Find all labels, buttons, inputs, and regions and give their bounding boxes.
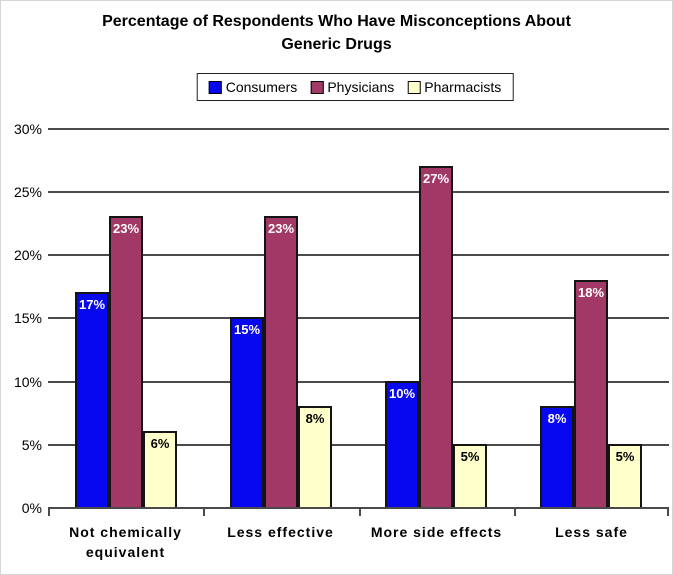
legend-label: Pharmacists (424, 79, 502, 95)
legend-item-pharmacists: Pharmacists (407, 79, 501, 95)
y-tick-label-25pct: 25% (13, 184, 42, 200)
bar-value-label: 17% (78, 297, 106, 312)
bar-value-label: 8% (547, 411, 567, 426)
y-tick-label-30pct: 30% (13, 121, 42, 137)
x-axis-tick (514, 509, 516, 516)
x-axis-tick (359, 509, 361, 516)
gridline-25 (48, 191, 669, 193)
bar-consumers-3 (385, 381, 419, 507)
x-axis-tick (203, 509, 205, 516)
bar-value-label: 5% (615, 449, 635, 464)
bar-value-label: 6% (150, 436, 170, 451)
bar-physicians-4 (574, 280, 608, 507)
bar-value-label: 5% (460, 449, 480, 464)
gridline-20 (48, 254, 669, 256)
gridline-15 (48, 317, 669, 319)
bar-pharmacists-4 (608, 444, 642, 507)
legend-label: Consumers (225, 79, 298, 95)
legend-swatch-icon (310, 80, 324, 94)
category-label-4: Less safe (555, 524, 628, 540)
bar-value-label: 18% (577, 285, 605, 300)
y-tick-label-0pct: 0% (21, 500, 42, 516)
bar-consumers-2 (230, 317, 264, 507)
legend: Consumers Physicians Pharmacists (196, 73, 514, 101)
bar-value-label: 23% (267, 221, 295, 236)
bar-value-label: 10% (388, 386, 416, 401)
bar-pharmacists-2 (298, 406, 332, 507)
category-label-1: Not chemically equivalent (69, 524, 182, 560)
category-label-3: More side effects (370, 524, 503, 540)
bar-value-label: 27% (422, 171, 450, 186)
legend-item-physicians: Physicians (310, 79, 394, 95)
x-axis-tick (48, 509, 50, 516)
bar-physicians-3 (419, 166, 453, 507)
y-tick-label-10pct: 10% (13, 374, 42, 390)
bar-pharmacists-1 (143, 431, 177, 507)
gridline-10 (48, 381, 669, 383)
bar-physicians-1 (109, 216, 143, 507)
gridline-30 (48, 128, 669, 130)
y-tick-label-5pct: 5% (21, 437, 42, 453)
bar-physicians-2 (264, 216, 298, 507)
legend-swatch-icon (208, 80, 222, 94)
chart-title-line-2: Generic Drugs (281, 36, 392, 53)
chart-title: Percentage of Respondents Who Have Misco… (1, 10, 672, 56)
category-label-2: Less effective (227, 524, 334, 540)
gridline-5 (48, 444, 669, 446)
bar-value-label: 8% (305, 411, 325, 426)
y-tick-label-15pct: 15% (13, 310, 42, 326)
bar-consumers-1 (75, 292, 109, 507)
plot-area: 17% 15% 10% 8% 23% 23% 27% 18% 6% 8% 5% 5% (48, 128, 669, 516)
x-axis-tick (667, 509, 669, 516)
y-tick-label-20pct: 20% (13, 247, 42, 263)
legend-label: Physicians (327, 79, 395, 95)
bar-value-label: 23% (112, 221, 140, 236)
bar-pharmacists-3 (453, 444, 487, 507)
chart-title-line-1: Percentage of Respondents Who Have Misco… (102, 13, 571, 30)
bar-value-label: 15% (233, 322, 261, 337)
bar-consumers-4 (540, 406, 574, 507)
legend-swatch-icon (407, 80, 421, 94)
legend-item-consumers: Consumers (208, 79, 298, 95)
